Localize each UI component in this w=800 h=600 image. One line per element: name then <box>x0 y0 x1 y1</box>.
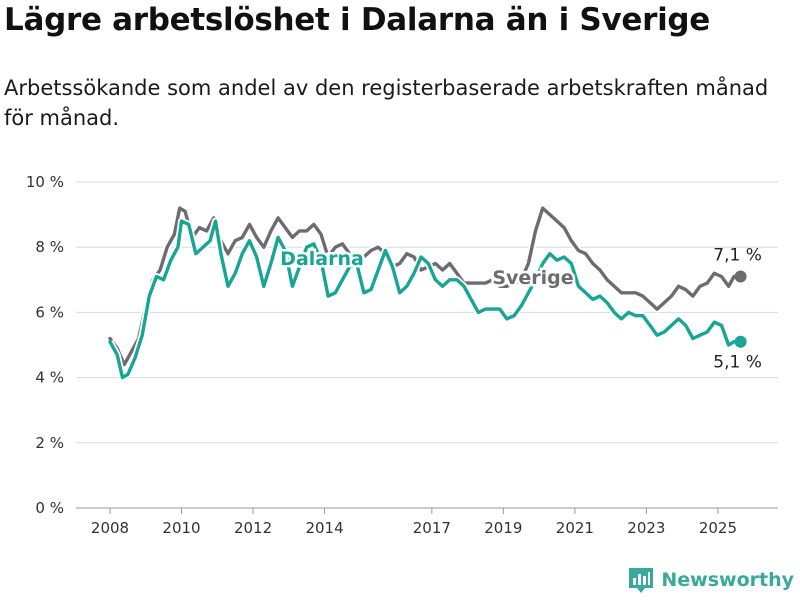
x-tick-label: 2025 <box>699 519 737 537</box>
series-line-dalarna <box>108 219 740 380</box>
x-tick-label: 2010 <box>162 519 200 537</box>
x-tick-label: 2012 <box>234 519 272 537</box>
y-tick-label: 0 % <box>35 499 64 517</box>
endpoint-sverige <box>734 270 747 283</box>
series-name-sverige: Sverige <box>492 267 573 289</box>
x-tick-label: 2014 <box>305 519 343 537</box>
x-tick-label: 2021 <box>556 519 594 537</box>
brand-name: Newsworthy <box>661 569 794 591</box>
x-tick-label: 2008 <box>91 519 129 537</box>
chart-subtitle: Arbetssökande som andel av den registerb… <box>4 76 769 130</box>
end-label-sverige: 7,1 % <box>713 246 762 266</box>
series-labels: Dalarna Sverige 7,1 % 5,1 % <box>278 246 762 373</box>
y-axis-ticks: 0 % 2 % 4 % 6 % 8 % 10 % <box>26 173 64 517</box>
endpoint-dalarna <box>734 335 747 348</box>
x-tick-label: 2019 <box>484 519 522 537</box>
brand-logo: Newsworthy <box>628 566 794 594</box>
end-label-dalarna: 5,1 % <box>713 353 762 373</box>
y-tick-label: 8 % <box>35 238 64 256</box>
y-tick-label: 10 % <box>26 173 64 191</box>
series-name-dalarna: Dalarna <box>280 248 364 270</box>
x-axis-ticks: 2008 2010 2012 2014 2017 2019 2021 2023 2025 <box>91 508 737 537</box>
newsworthy-chart-icon <box>629 568 654 593</box>
y-tick-label: 2 % <box>35 434 64 452</box>
x-tick-label: 2017 <box>413 519 451 537</box>
chart-title: Lägre arbetslöshet i Dalarna än i Sverig… <box>4 2 711 38</box>
y-tick-label: 6 % <box>35 303 64 321</box>
series-line-sverige <box>108 206 740 367</box>
x-tick-label: 2023 <box>627 519 665 537</box>
y-tick-label: 4 % <box>35 369 64 387</box>
series-lines <box>106 204 747 382</box>
